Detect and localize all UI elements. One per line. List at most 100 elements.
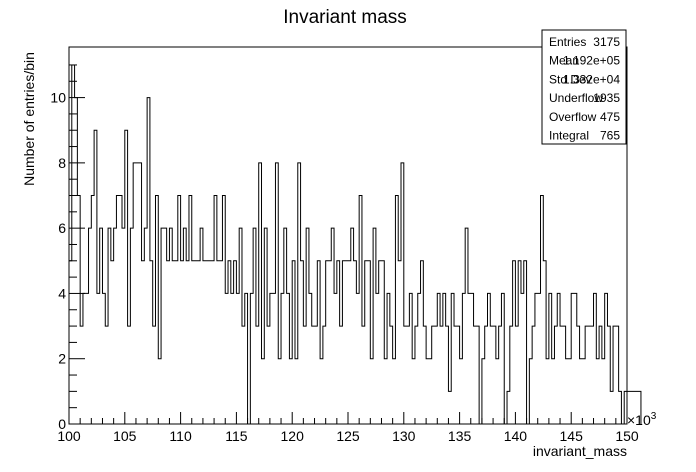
histogram-bin <box>423 326 426 424</box>
histogram-bin <box>323 326 326 424</box>
histogram-bin <box>515 326 518 424</box>
histogram-bin <box>186 261 189 424</box>
histogram-bin <box>552 359 555 424</box>
histogram-bin <box>209 261 212 424</box>
histogram-bin <box>225 293 228 424</box>
histogram-bin <box>178 196 181 424</box>
histogram-bin <box>172 261 175 424</box>
histogram-bin <box>214 196 217 424</box>
histogram-bin <box>267 326 270 424</box>
histogram-bin <box>543 261 546 424</box>
histogram-bin <box>468 293 471 424</box>
histogram-bin <box>220 261 223 424</box>
histogram-bin <box>393 359 396 424</box>
histogram-bin <box>421 261 424 424</box>
histogram-bin <box>150 261 153 424</box>
histogram-bin <box>443 293 446 424</box>
histogram-bin <box>485 326 488 424</box>
stats-value: 475 <box>600 110 620 124</box>
histogram-bin <box>454 326 457 424</box>
histogram-bin <box>376 293 379 424</box>
histogram-bin <box>348 261 351 424</box>
histogram-bin <box>167 261 170 424</box>
histogram-bin <box>144 228 147 424</box>
histogram-bin <box>206 261 209 424</box>
histogram-bin <box>312 326 315 424</box>
histogram-bin <box>488 293 491 424</box>
x-tick-label: 140 <box>504 428 528 444</box>
histogram-bin <box>409 293 412 424</box>
histogram-bin <box>434 326 437 424</box>
histogram-bin <box>554 326 557 424</box>
histogram-bin <box>577 326 580 424</box>
histogram-bin <box>192 261 195 424</box>
histogram-bin <box>197 261 200 424</box>
histogram-bin <box>390 326 393 424</box>
chart-title: Invariant mass <box>283 7 407 28</box>
histogram-bin <box>619 391 622 424</box>
histogram-bin <box>607 326 610 424</box>
histogram-bin <box>217 261 220 424</box>
histogram-bin <box>161 228 164 424</box>
histogram-bin <box>119 196 122 424</box>
stats-label: Std Dev <box>549 72 592 86</box>
histogram-bin <box>574 293 577 424</box>
histogram-bin <box>317 261 320 424</box>
histogram-bin <box>580 359 583 424</box>
histogram-bin <box>426 359 429 424</box>
histogram-bin <box>231 293 234 424</box>
histogram-bin <box>270 293 273 424</box>
histogram-bin <box>365 261 368 424</box>
histogram-bin <box>513 261 516 424</box>
x-tick-label: 145 <box>560 428 584 444</box>
histogram-bin <box>295 359 298 424</box>
histogram-bin <box>97 293 100 424</box>
histogram-bin <box>471 293 474 424</box>
histogram-outline <box>68 64 642 425</box>
y-tick-label: 0 <box>58 416 66 432</box>
histogram-bin <box>89 228 92 424</box>
stats-label: Entries <box>549 35 586 49</box>
histogram-bin <box>108 228 111 424</box>
histogram-bin <box>588 326 591 424</box>
stats-value: 1.192e+05 <box>563 54 620 68</box>
x-axis-multiplier: ×103 <box>627 411 657 428</box>
histogram-bin <box>315 326 318 424</box>
histogram-bin <box>465 228 468 424</box>
histogram-bin <box>292 261 295 424</box>
histogram-bin <box>532 326 535 424</box>
histogram-bin <box>499 326 502 424</box>
histogram-bin <box>496 359 499 424</box>
histogram-bin <box>356 293 359 424</box>
histogram-bin <box>440 326 443 424</box>
histogram-bin <box>457 326 460 424</box>
histogram-bin <box>518 261 521 424</box>
histogram-bin <box>446 326 449 424</box>
histogram-bin <box>395 196 398 424</box>
histogram-bin <box>546 359 549 424</box>
histogram-bin <box>222 196 225 424</box>
histogram-bin <box>582 359 585 424</box>
histogram-bin <box>303 326 306 424</box>
histogram-bin <box>351 228 354 424</box>
y-tick-label: 2 <box>58 351 66 367</box>
histogram-bin <box>80 326 83 424</box>
histogram-bin <box>501 293 504 424</box>
histogram-bin <box>256 326 259 424</box>
histogram-bin <box>128 326 131 424</box>
y-tick-label: 10 <box>50 90 66 106</box>
histogram-bin <box>130 228 133 424</box>
histogram-bin <box>557 293 560 424</box>
histogram-bin <box>462 293 465 424</box>
histogram-bin <box>309 293 312 424</box>
histogram-bin <box>147 98 150 424</box>
histogram-bin <box>616 326 619 424</box>
histogram-bin <box>538 293 541 424</box>
histogram-bin <box>86 293 89 424</box>
histogram-bin <box>368 261 371 424</box>
histogram-bin <box>211 261 214 424</box>
stats-label: Integral <box>549 129 589 143</box>
histogram-bin <box>359 196 362 424</box>
histogram-bin <box>404 326 407 424</box>
